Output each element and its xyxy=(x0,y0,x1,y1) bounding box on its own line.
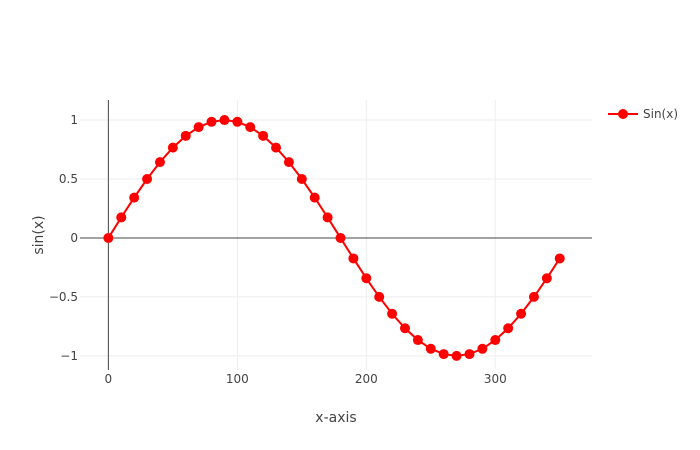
data-point[interactable] xyxy=(554,253,565,264)
x-tick-label: 200 xyxy=(355,372,378,386)
data-point[interactable] xyxy=(154,157,165,168)
data-point[interactable] xyxy=(451,350,462,361)
data-point[interactable] xyxy=(425,343,436,354)
y-tick-label: 0.5 xyxy=(59,172,78,186)
x-axis-title: x-axis xyxy=(315,410,356,426)
data-point[interactable] xyxy=(232,116,243,127)
legend[interactable]: Sin(x) xyxy=(608,107,678,121)
grid-layer xyxy=(80,100,592,370)
legend-label: Sin(x) xyxy=(643,107,678,121)
data-point[interactable] xyxy=(309,192,320,203)
data-point[interactable] xyxy=(335,232,346,243)
data-point[interactable] xyxy=(412,335,423,346)
data-point[interactable] xyxy=(129,192,140,203)
data-point[interactable] xyxy=(528,291,539,302)
y-tick-label: 0 xyxy=(70,231,78,245)
data-point[interactable] xyxy=(464,349,475,360)
data-point[interactable] xyxy=(206,116,217,127)
data-point[interactable] xyxy=(283,157,294,168)
legend-marker xyxy=(618,109,628,119)
data-point[interactable] xyxy=(116,212,127,223)
data-point[interactable] xyxy=(219,115,230,126)
data-point[interactable] xyxy=(245,122,256,133)
y-axis-title: sin(x) xyxy=(31,215,47,254)
data-point[interactable] xyxy=(503,323,514,334)
data-point[interactable] xyxy=(167,142,178,153)
y-tick-label: −1 xyxy=(60,349,78,363)
data-point[interactable] xyxy=(541,273,552,284)
y-tick-label: 1 xyxy=(70,113,78,127)
data-point[interactable] xyxy=(490,335,501,346)
data-point[interactable] xyxy=(296,173,307,184)
x-tick-label: 0 xyxy=(105,372,113,386)
data-point[interactable] xyxy=(142,173,153,184)
data-point[interactable] xyxy=(322,212,333,223)
data-point[interactable] xyxy=(103,232,114,243)
x-tick-label: 300 xyxy=(484,372,507,386)
data-point[interactable] xyxy=(399,323,410,334)
axis-layer xyxy=(80,100,592,370)
data-point[interactable] xyxy=(271,142,282,153)
data-point[interactable] xyxy=(180,130,191,141)
data-point[interactable] xyxy=(516,308,527,319)
data-point[interactable] xyxy=(361,273,372,284)
tick-labels: 0 100 200 300 −1 −0.5 0 0.5 1 xyxy=(49,113,507,386)
y-tick-label: −0.5 xyxy=(49,290,78,304)
data-point[interactable] xyxy=(438,349,449,360)
data-point[interactable] xyxy=(193,122,204,133)
data-point[interactable] xyxy=(387,308,398,319)
data-point[interactable] xyxy=(477,343,488,354)
series-layer xyxy=(103,115,565,361)
data-point[interactable] xyxy=(374,291,385,302)
data-point[interactable] xyxy=(258,130,269,141)
x-tick-label: 100 xyxy=(226,372,249,386)
data-point[interactable] xyxy=(348,253,359,264)
